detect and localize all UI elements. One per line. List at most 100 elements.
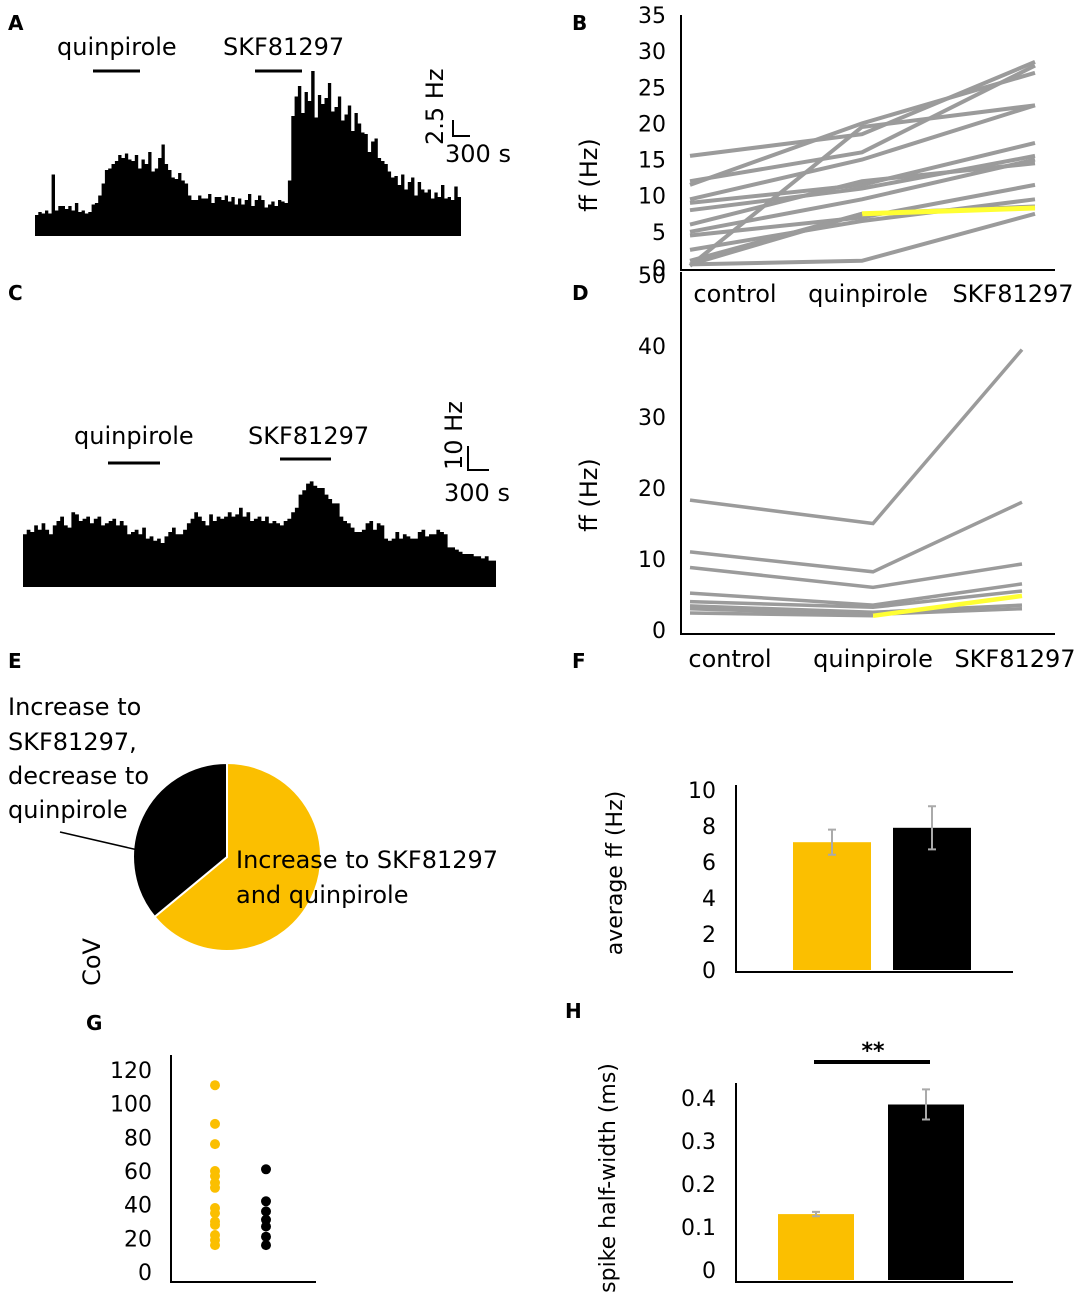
panel-e-black-label-line2: SKF81297, [8, 728, 137, 756]
G-yticks-60: 60 [124, 1160, 152, 1185]
panel-g-point-black-5 [261, 1221, 271, 1232]
panel-e-black-label-line1: Increase to [8, 693, 141, 721]
panel-f-axes [735, 785, 1013, 973]
panel-d-series-6 [689, 603, 1023, 615]
panel-b-series-10 [689, 197, 1036, 252]
panel-a-skf-label: SKF81297 [223, 33, 344, 61]
panel-g-point-yellow-9 [210, 1208, 220, 1219]
pie-slice-skf-increase-quinpirole-decrease [132, 761, 228, 919]
G-yticks-20: 20 [124, 1227, 152, 1252]
B-yticks-35: 35 [638, 4, 666, 29]
panel-c-quinpirole-label: quinpirole [74, 422, 194, 450]
panel-a-rate-trace [35, 71, 461, 236]
panel-c-skf-label: SKF81297 [248, 422, 369, 450]
D-yticks-10: 10 [638, 548, 666, 573]
D-yticks-20: 20 [638, 477, 666, 502]
panel-e-yellow-label-line2: and quinpirole [236, 881, 408, 909]
H-yticks-0.3: 0.3 [681, 1130, 716, 1155]
panel-g-point-black-2 [261, 1196, 271, 1207]
panel-c-scale-x-label: 300 s [444, 479, 510, 507]
B-yticks-15: 15 [638, 149, 666, 174]
panel-d-series-3 [689, 562, 1023, 590]
panel-g-y-axis-title: CoV [78, 937, 106, 985]
panel-b-highlight-series-start [689, 211, 863, 267]
D-yticks-50: 50 [638, 264, 666, 289]
G-yticks-120: 120 [110, 1059, 152, 1084]
panel-g-label: G [86, 1011, 102, 1035]
panel-b-series-2 [689, 63, 1036, 184]
F-yticks-2: 2 [702, 923, 716, 948]
panel-b-series-13 [688, 103, 1036, 268]
F-yticks-8: 8 [702, 815, 716, 840]
panel-b-series-4 [689, 103, 1036, 202]
panel-g-point-black-3 [261, 1206, 271, 1217]
panel-b-series-12 [689, 211, 1036, 267]
panel-a-scale-y-label: 2.5 Hz [421, 69, 449, 145]
panel-h-error-bar-1 [812, 1210, 820, 1218]
panel-g-point-yellow-14 [210, 1240, 220, 1251]
G-yticks-80: 80 [124, 1126, 152, 1151]
B-yticks-0: 0 [652, 257, 666, 282]
panel-d-series-5 [689, 589, 1023, 610]
F-yticks-6: 6 [702, 851, 716, 876]
panel-g-point-black-1 [261, 1164, 271, 1175]
panel-e-yellow-label-line1: Increase to SKF81297 [236, 846, 498, 874]
panel-f-bar-1 [793, 842, 871, 970]
panel-g-point-yellow-1 [210, 1080, 220, 1091]
D-yticks-0: 0 [652, 619, 666, 644]
panel-b-x-tick-skf: SKF81297 [952, 280, 1073, 308]
panel-f-label: F [572, 649, 586, 673]
D-yticks-40: 40 [638, 335, 666, 360]
panel-a-quinpirole-label: quinpirole [57, 33, 177, 61]
pie-slice-increase-both [153, 761, 322, 952]
panel-d-x-tick-quinpirole: quinpirole [813, 645, 933, 673]
panel-b-highlight-segment [861, 205, 1036, 217]
panel-g-point-yellow-7 [210, 1182, 220, 1193]
panel-b-series-5 [689, 140, 1036, 205]
B-yticks-25: 25 [638, 76, 666, 101]
panel-d-series-2 [689, 500, 1023, 574]
panel-c-label: C [8, 281, 23, 305]
panel-h-error-bar-2 [922, 1088, 930, 1121]
panel-d-axes [680, 272, 1055, 635]
B-yticks-5: 5 [652, 221, 666, 246]
panel-f: F average ff (Hz) 0 2 4 6 8 10 [572, 649, 1013, 984]
panel-b: B ff (Hz) 0 5 10 15 20 25 30 35 control quinpir… [572, 4, 1074, 308]
panel-f-y-axis-title: average ff (Hz) [603, 791, 628, 955]
panel-h-label: H [565, 999, 582, 1023]
F-yticks-10: 10 [688, 779, 716, 804]
panel-g-point-yellow-3 [210, 1139, 220, 1150]
panel-d-highlight-series-start [689, 611, 874, 618]
panel-d-x-tick-skf: SKF81297 [954, 645, 1075, 673]
panel-g-point-black-7 [261, 1240, 271, 1251]
panel-d-x-tick-control: control [688, 645, 771, 673]
B-yticks-20: 20 [638, 112, 666, 137]
B-yticks-10: 10 [638, 185, 666, 210]
G-yticks-40: 40 [124, 1194, 152, 1219]
panel-b-y-axis-title: ff (Hz) [575, 138, 603, 212]
panel-c-scale-y-label: 10 Hz [440, 401, 468, 470]
panel-g-axes [170, 1055, 316, 1283]
panel-f-bar-2 [893, 827, 971, 970]
panel-d-highlight-segment [872, 593, 1023, 619]
panel-h-axes [735, 1083, 1013, 1283]
panel-h-bar-2 [888, 1104, 964, 1280]
panel-e-leader-line [59, 831, 139, 851]
F-yticks-4: 4 [702, 887, 716, 912]
panel-a-label: A [8, 11, 24, 35]
panel-b-series-1 [689, 60, 1036, 158]
panel-c: C quinpirole SKF81297 10 Hz 300 s [8, 281, 510, 587]
panel-d-y-axis-title: ff (Hz) [575, 458, 603, 532]
H-yticks-0: 0 [702, 1259, 716, 1284]
G-yticks-0: 0 [138, 1261, 152, 1286]
panel-b-series-3 [689, 70, 1036, 187]
panel-b-series-7 [689, 161, 1036, 227]
panel-h-significance-stars: ** [861, 1039, 885, 1064]
panel-e-label: E [8, 649, 22, 673]
panel-c-scale-bar [467, 446, 489, 471]
panel-f-error-bar-1 [828, 828, 836, 856]
panel-e-black-label-line3: decrease to [8, 762, 149, 790]
panel-b-label: B [572, 11, 587, 35]
D-yticks-30: 30 [638, 406, 666, 431]
